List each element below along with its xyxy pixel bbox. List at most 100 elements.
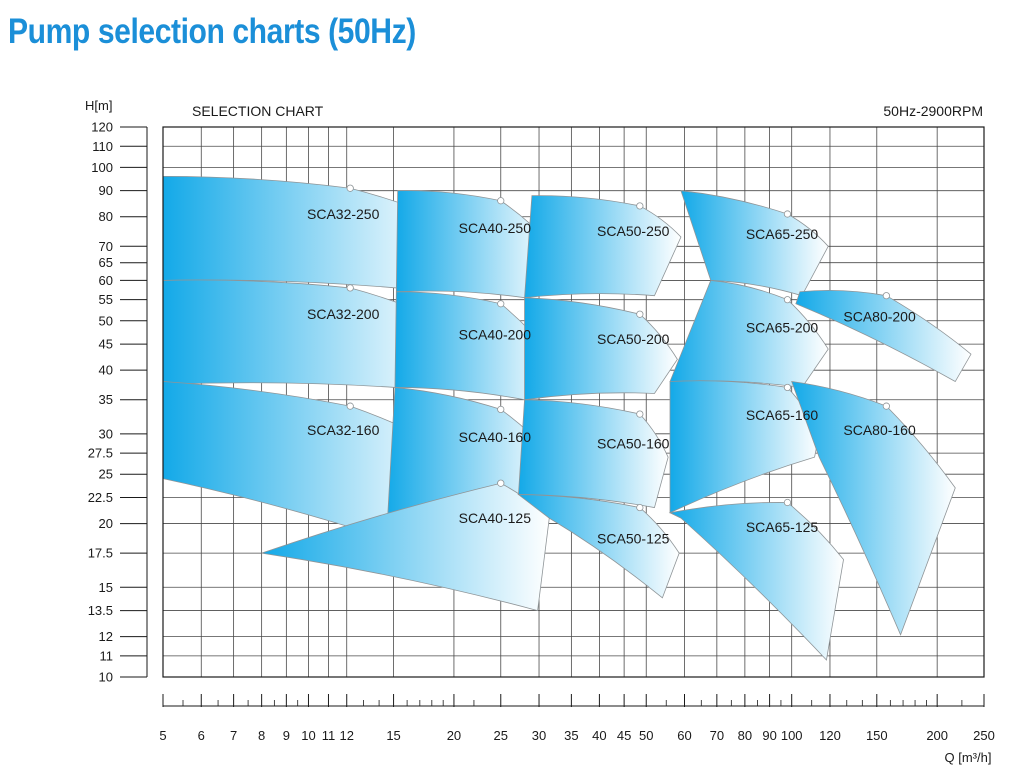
y-tick-label: 45 (99, 337, 113, 352)
pump-label: SCA40-250 (459, 220, 532, 236)
pump-label: SCA65-125 (746, 519, 819, 535)
pump-label: SCA50-125 (597, 530, 670, 546)
x-tick-label: 5 (159, 728, 166, 743)
x-axis-label: Q [m³/h] (945, 750, 992, 765)
y-axis: 10 11 12 13.5 15 17.5 20 22.5 25 27.5 30 35 40 45 50 55… (88, 120, 148, 685)
x-tick-label: 50 (639, 728, 653, 743)
y-tick-label: 25 (99, 467, 113, 482)
y-tick-label: 13.5 (88, 603, 113, 618)
pump-area-sca65-250 (680, 190, 829, 297)
y-tick-label: 55 (99, 292, 113, 307)
bep-point (636, 410, 644, 418)
y-tick-label: 40 (99, 363, 113, 378)
x-tick-label: 11 (322, 728, 336, 743)
y-tick-label: 100 (91, 160, 113, 175)
x-tick-label: 6 (198, 728, 205, 743)
x-tick-label: 80 (738, 728, 752, 743)
bep-point (497, 300, 505, 308)
x-tick-label: 45 (617, 728, 631, 743)
y-tick-label: 30 (99, 426, 113, 441)
y-tick-label: 12 (99, 629, 113, 644)
y-tick-label: 11 (100, 648, 114, 663)
x-tick-label: 12 (339, 728, 353, 743)
x-tick-label: 40 (592, 728, 606, 743)
x-tick-label: 7 (230, 728, 237, 743)
y-tick-label: 120 (91, 120, 113, 135)
pump-area-sca50-160 (518, 399, 669, 509)
y-tick-label: 17.5 (88, 546, 113, 561)
x-tick-label: 10 (301, 728, 315, 743)
pump-label: SCA50-250 (597, 223, 670, 239)
bep-point (346, 402, 354, 410)
bep-point (497, 405, 505, 414)
y-tick-label: 15 (99, 580, 113, 595)
x-tick-label: 70 (710, 728, 724, 743)
bep-point (636, 503, 644, 512)
bep-point (783, 296, 792, 304)
pump-label: SCA32-250 (307, 206, 380, 222)
y-tick-label: 27.5 (88, 446, 113, 461)
x-tick-label: 30 (532, 728, 546, 743)
pump-label: SCA40-125 (459, 510, 532, 526)
pump-area-sca50-250 (524, 195, 682, 299)
pump-label: SCA32-200 (307, 306, 380, 322)
pump-areas (162, 175, 972, 661)
x-axis: 5 6 7 8 9 10 11 12 15 20 25 30 35 40 45 50 60 70 80 90 100 12… (159, 694, 995, 743)
pump-label: SCA40-160 (459, 429, 532, 445)
pump-labels: SCA32-250 SCA32-200 SCA32-160 SCA40-250 SCA4… (307, 184, 916, 546)
x-tick-label: 150 (866, 728, 888, 743)
y-tick-label: 10 (99, 670, 113, 685)
pump-label: SCA65-160 (746, 407, 819, 423)
pump-area-sca80-160 (791, 381, 956, 636)
pump-label: SCA65-250 (746, 226, 819, 242)
y-tick-label: 22.5 (88, 490, 113, 505)
pump-label: SCA80-160 (843, 422, 916, 438)
x-tick-label: 8 (258, 728, 265, 743)
x-tick-label: 250 (973, 728, 995, 743)
pump-label: SCA40-200 (459, 326, 532, 342)
y-tick-label: 70 (99, 239, 113, 254)
x-tick-label: 200 (926, 728, 948, 743)
x-tick-label: 90 (762, 728, 776, 743)
pump-area-sca50-125 (517, 494, 680, 599)
pump-area-sca80-200 (795, 290, 972, 383)
chart-subtitle: 50Hz-2900RPM (883, 103, 983, 119)
y-tick-label: 80 (99, 209, 113, 224)
plot-frame (162, 126, 985, 678)
bep-point (346, 184, 354, 192)
pump-label: SCA50-200 (597, 331, 670, 347)
pump-label: SCA50-160 (597, 436, 670, 452)
bep-point (783, 498, 792, 507)
x-tick-label: 120 (819, 728, 841, 743)
bep-point (497, 197, 505, 205)
x-tick-label: 35 (564, 728, 578, 743)
pump-label: SCA65-200 (746, 320, 819, 336)
y-tick-label: 60 (99, 273, 113, 288)
x-tick-label: 20 (447, 728, 461, 743)
pump-area-sca65-125 (668, 502, 844, 661)
pump-label: SCA80-200 (843, 308, 916, 324)
y-axis-label: H[m] (85, 98, 112, 113)
bep-point (636, 202, 644, 210)
y-tick-label: 110 (92, 139, 113, 154)
y-tick-label: 50 (99, 313, 113, 328)
x-tick-label: 15 (386, 728, 400, 743)
bep-point (882, 292, 890, 300)
x-tick-label: 25 (494, 728, 508, 743)
y-tick-label: 20 (99, 516, 113, 531)
pump-label: SCA32-160 (307, 422, 380, 438)
bep-point (346, 284, 354, 292)
page-title: Pump selection charts (50Hz) (8, 12, 416, 51)
bep-point (497, 479, 505, 487)
bep-point (783, 383, 792, 392)
x-tick-label: 100 (781, 728, 803, 743)
pump-area-sca50-200 (524, 297, 678, 401)
y-tick-label: 35 (99, 392, 113, 407)
y-tick-label: 65 (99, 255, 113, 270)
x-tick-label: 9 (283, 728, 290, 743)
y-tick-label: 90 (99, 183, 113, 198)
x-tick-label: 60 (677, 728, 691, 743)
bep-point (882, 402, 890, 410)
chart-title: SELECTION CHART (192, 103, 324, 119)
